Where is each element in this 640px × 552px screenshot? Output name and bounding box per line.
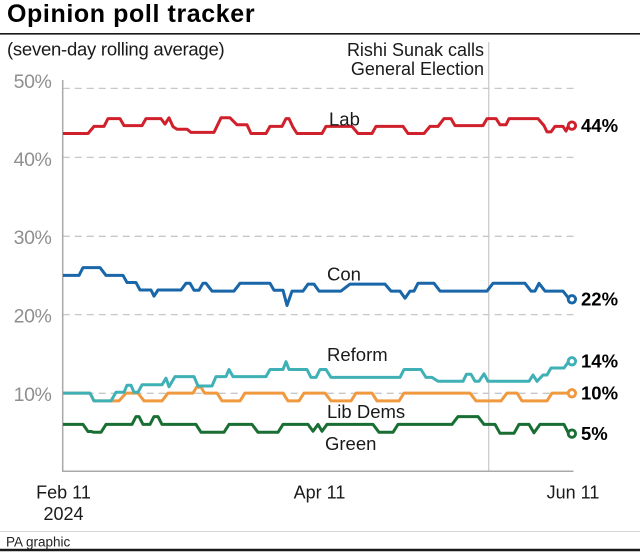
svg-text:14%: 14% (581, 351, 618, 372)
svg-text:50%: 50% (14, 71, 52, 93)
svg-text:Lab: Lab (329, 109, 360, 130)
svg-text:General Election: General Election (351, 59, 484, 79)
svg-text:(seven-day rolling average): (seven-day rolling average) (7, 39, 225, 60)
svg-text:Rishi Sunak calls: Rishi Sunak calls (347, 40, 484, 60)
svg-text:2024: 2024 (43, 504, 83, 524)
svg-text:20%: 20% (14, 306, 52, 328)
svg-text:Opinion poll tracker: Opinion poll tracker (7, 0, 255, 28)
svg-text:Jun 11: Jun 11 (547, 483, 600, 503)
svg-text:Reform: Reform (327, 344, 388, 365)
svg-text:Con: Con (327, 264, 361, 285)
svg-text:Feb 11: Feb 11 (36, 483, 91, 503)
svg-text:22%: 22% (581, 289, 618, 310)
svg-text:5%: 5% (581, 423, 608, 444)
svg-text:Apr 11: Apr 11 (294, 483, 346, 503)
svg-text:10%: 10% (581, 383, 618, 404)
svg-text:44%: 44% (581, 115, 618, 136)
svg-text:30%: 30% (14, 227, 52, 249)
svg-text:Green: Green (325, 433, 376, 454)
svg-text:10%: 10% (14, 384, 52, 406)
svg-text:40%: 40% (14, 149, 52, 171)
svg-text:PA graphic: PA graphic (6, 535, 71, 550)
svg-text:Lib Dems: Lib Dems (327, 401, 405, 422)
